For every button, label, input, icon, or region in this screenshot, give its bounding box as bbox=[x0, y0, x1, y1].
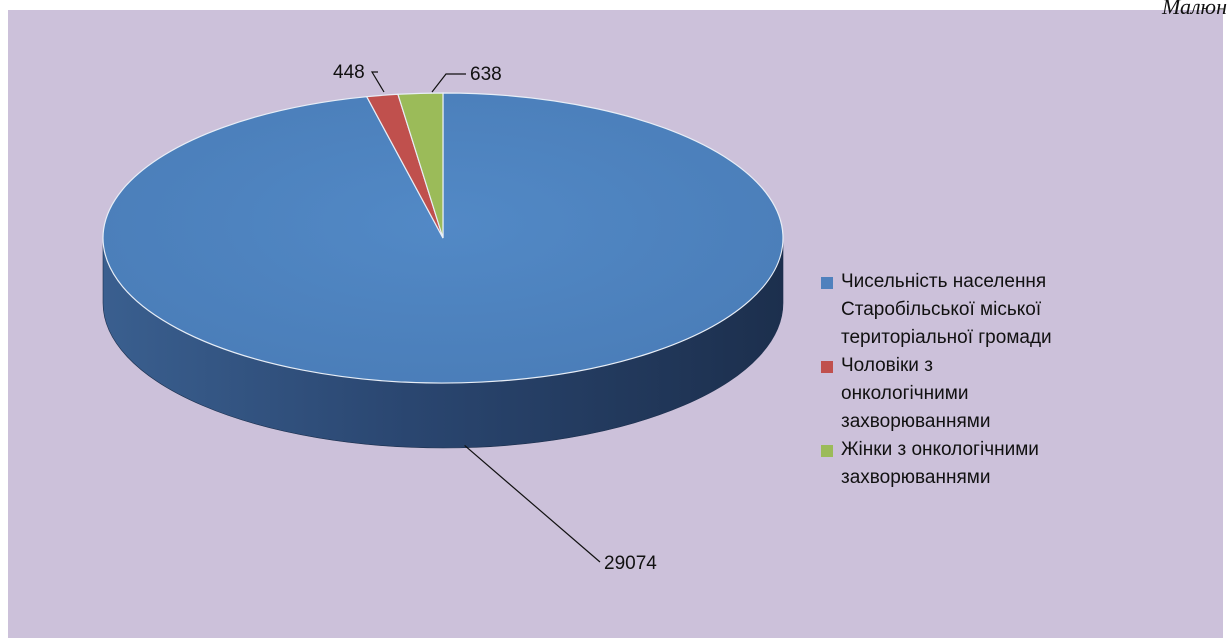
legend-item: Чисельність населення Старобільської місь… bbox=[820, 268, 1220, 352]
data-label: 448 bbox=[333, 62, 365, 83]
legend-swatch bbox=[821, 361, 833, 373]
legend-swatch bbox=[821, 445, 833, 457]
figure-caption-fragment: Малюн bbox=[1161, 0, 1227, 19]
chart-legend: Чисельність населення Старобільської місь… bbox=[820, 268, 1220, 492]
legend-label: Старобільської міської bbox=[841, 299, 1042, 320]
legend-label: Чоловіки з bbox=[841, 355, 933, 376]
legend-label: територіальної громади bbox=[841, 327, 1052, 348]
data-label: 638 bbox=[470, 64, 502, 85]
legend-label: захворюваннями bbox=[841, 467, 991, 488]
legend-label: захворюваннями bbox=[841, 411, 991, 432]
legend-item: Жінки з онкологічними захворюваннями bbox=[820, 436, 1220, 492]
data-label: 29074 bbox=[604, 553, 657, 574]
leader-line bbox=[370, 71, 385, 93]
legend-item: Чоловіки з онкологічними захворюваннями bbox=[820, 352, 1220, 436]
leader-line bbox=[464, 444, 601, 563]
legend-label: онкологічними bbox=[841, 383, 969, 404]
legend-label: Жінки з онкологічними bbox=[841, 439, 1039, 460]
legend-label: Чисельність населення bbox=[841, 271, 1047, 292]
legend-swatch bbox=[821, 277, 833, 289]
leader-line bbox=[431, 73, 466, 93]
pie-slice-women bbox=[397, 92, 444, 239]
